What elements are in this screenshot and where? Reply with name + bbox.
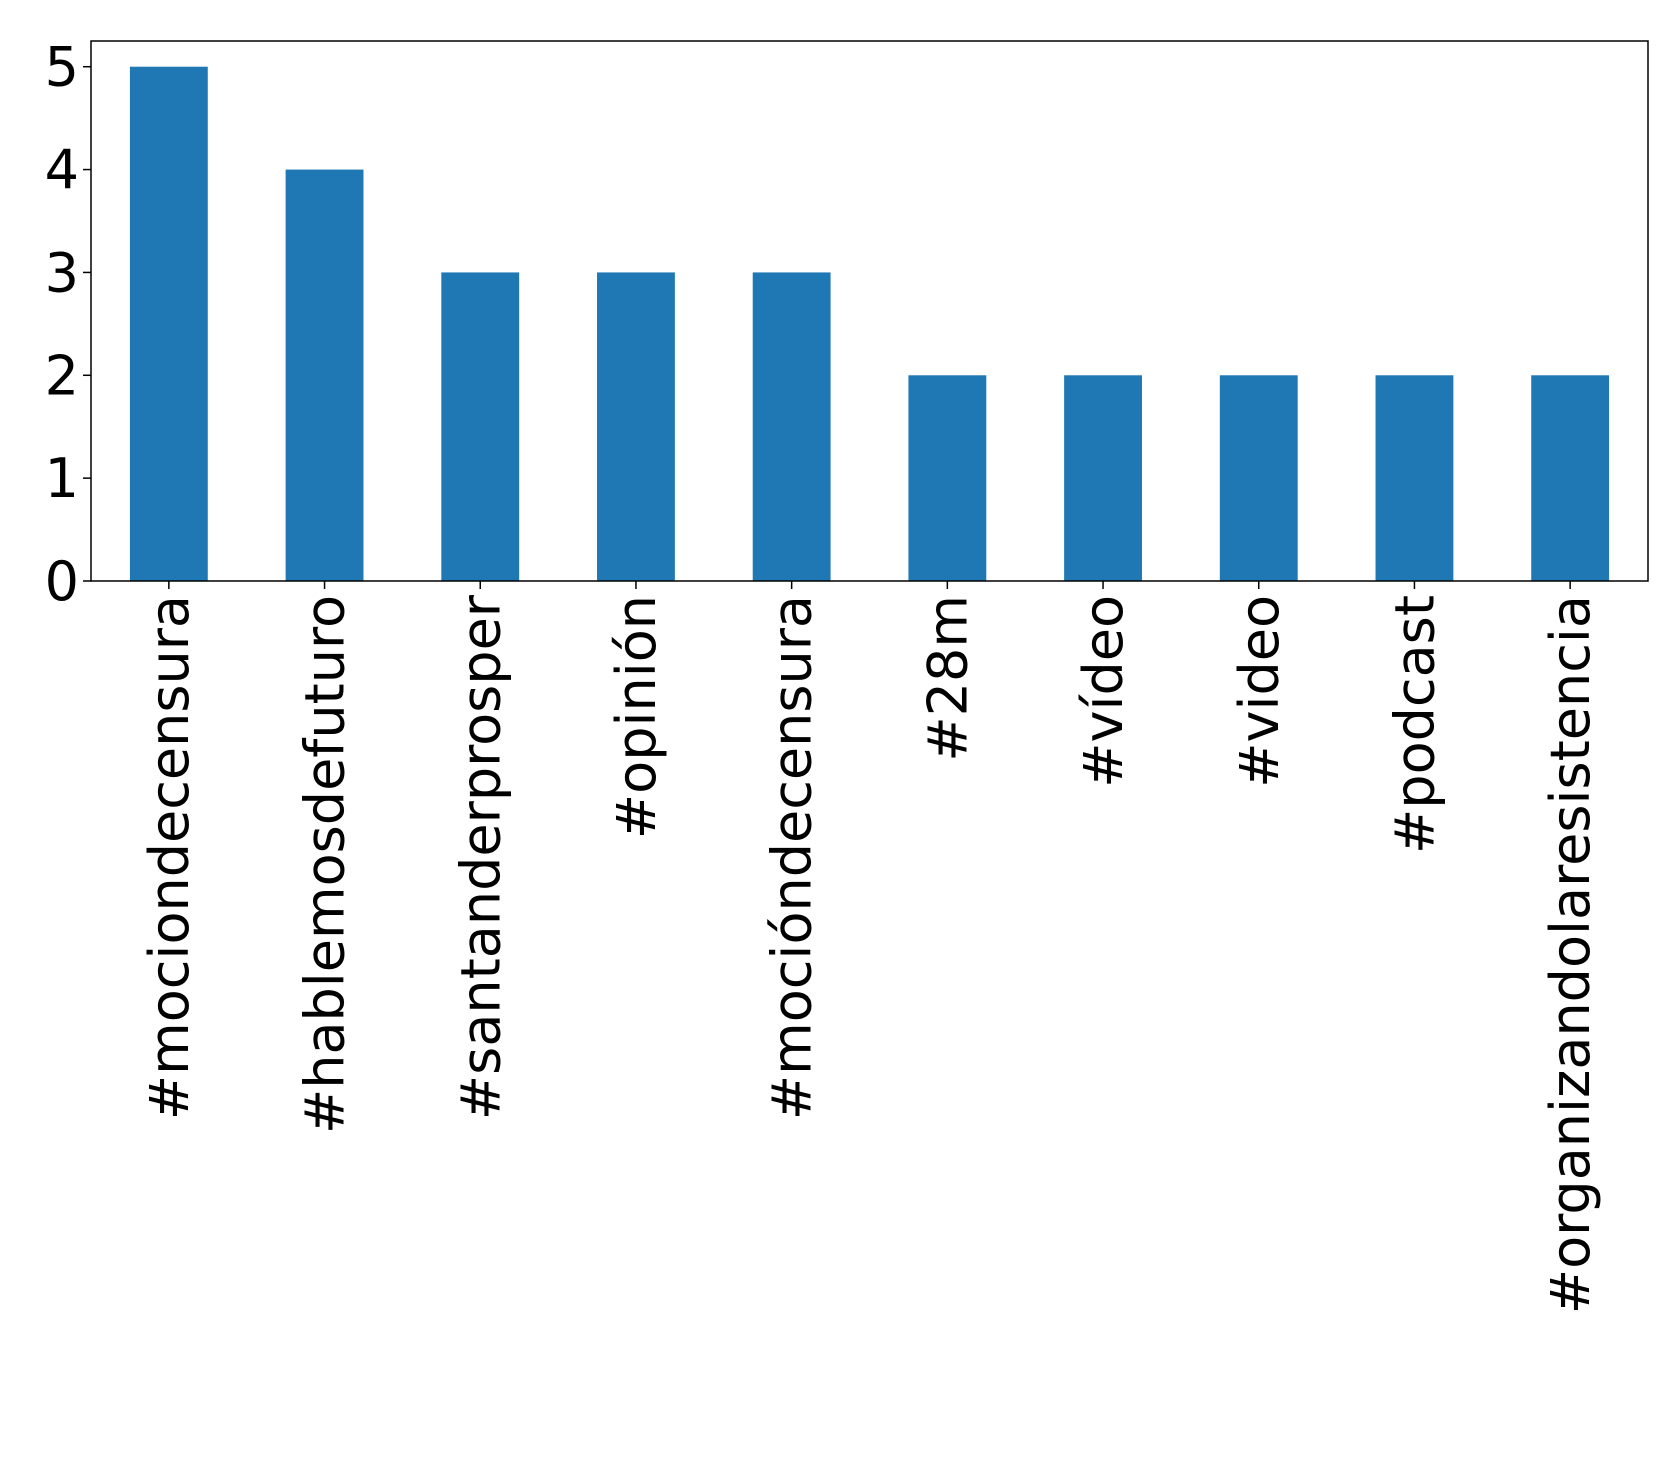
y-tick-label: 3 — [45, 241, 79, 304]
plot-frame — [90, 40, 1649, 582]
bar — [441, 272, 520, 581]
x-tick-label: #organizandolaresistencia — [1539, 595, 1602, 1314]
bar — [908, 375, 987, 581]
x-tick-label: #opinión — [605, 595, 668, 839]
bar — [285, 169, 364, 582]
y-tick-label: 4 — [45, 139, 79, 202]
bar — [129, 66, 208, 581]
x-tick-label: #video — [1228, 595, 1291, 788]
y-tick-label: 0 — [45, 550, 79, 613]
y-tick-label: 5 — [45, 36, 79, 99]
bar — [752, 272, 831, 581]
bar — [597, 272, 675, 581]
bar — [1531, 375, 1610, 581]
x-tick-label: #santanderprosper — [449, 594, 512, 1120]
x-tick-label: #podcast — [1383, 595, 1446, 854]
x-tick-label: #mociondecensura — [138, 595, 201, 1120]
bar — [1064, 375, 1142, 581]
y-tick-label: 2 — [45, 344, 79, 407]
y-tick-label: 1 — [45, 447, 79, 510]
bar — [1375, 375, 1454, 581]
x-tick-label: #hablemosdefuturo — [294, 595, 357, 1134]
x-tick-label: #28m — [916, 595, 979, 762]
x-tick-label: #mocióndecensura — [761, 595, 824, 1120]
bar — [1219, 375, 1298, 581]
x-tick-label: #vídeo — [1072, 595, 1135, 788]
